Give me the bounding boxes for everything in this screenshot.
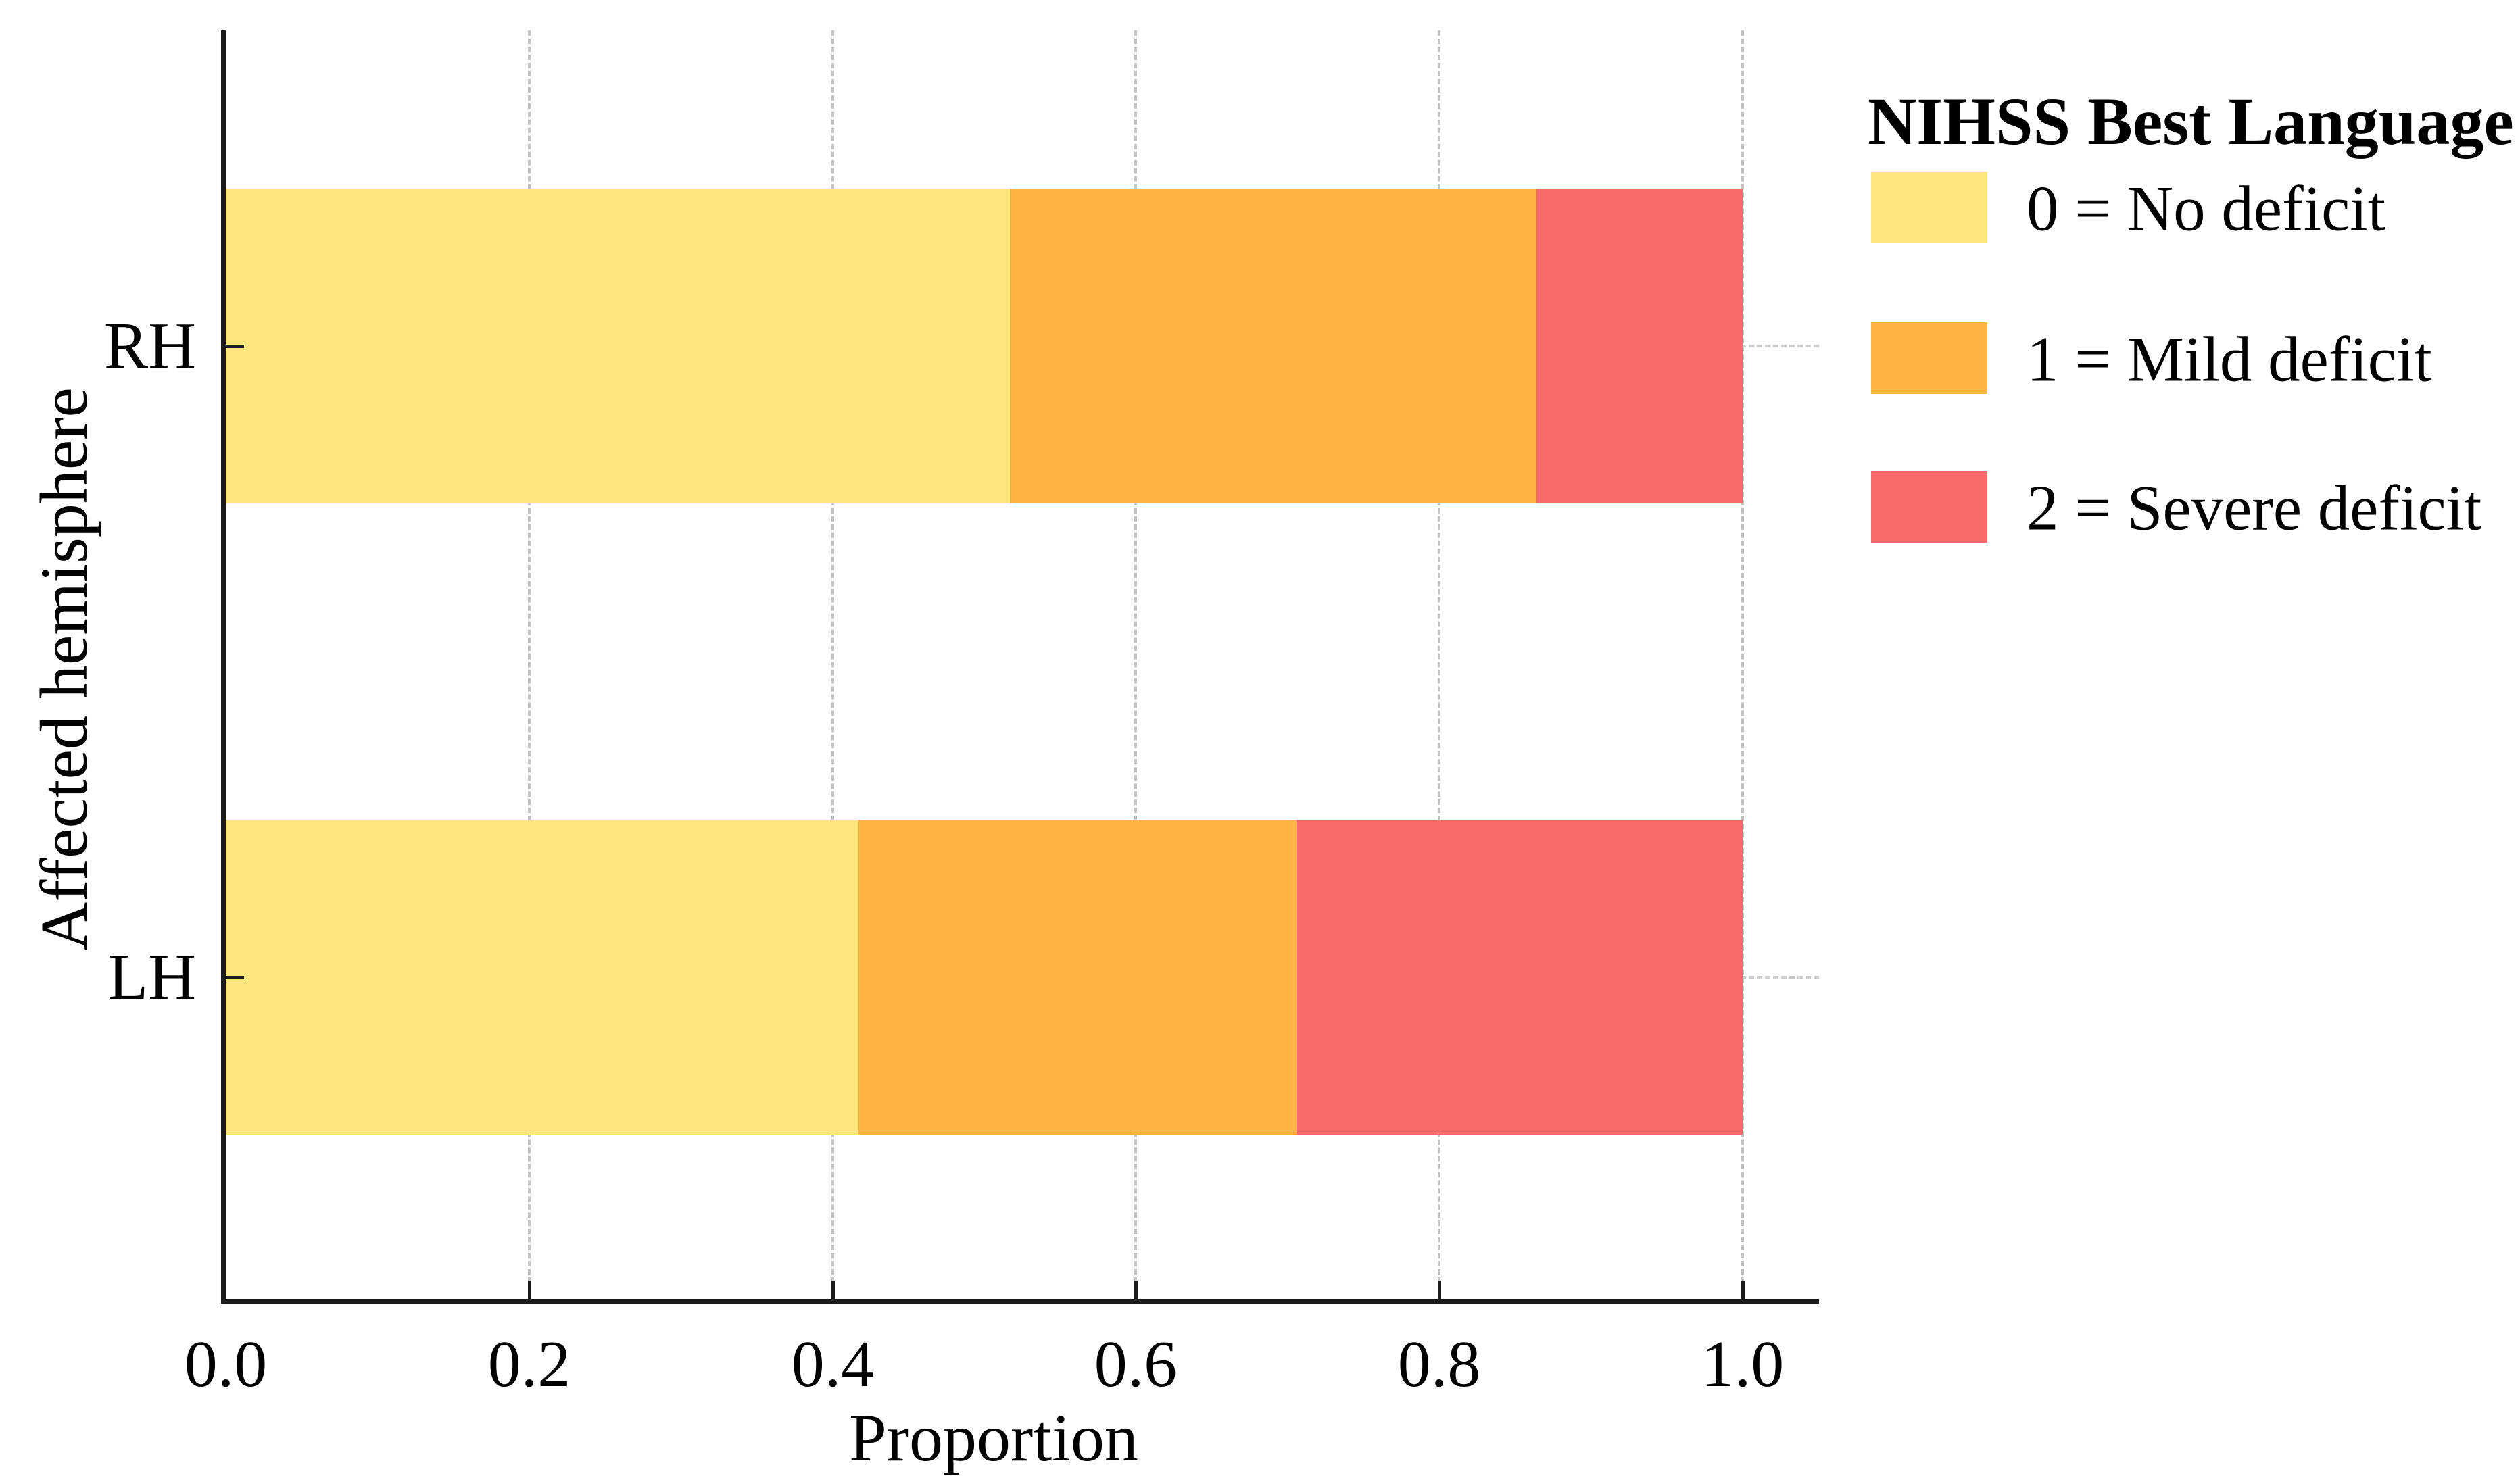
legend-entry: 1 = Mild deficit <box>1871 322 2479 397</box>
x-axis-spine <box>221 1299 1819 1304</box>
bar-segment-lh-0 <box>226 820 858 1135</box>
y-axis-title: Affected hemisphere <box>26 387 101 951</box>
x-tick-mark <box>1134 1281 1138 1299</box>
x-tick-mark <box>831 1281 835 1299</box>
x-tick-label: 0.0 <box>184 1328 268 1401</box>
x-tick-label: 1.0 <box>1701 1328 1785 1401</box>
legend: NIHSS Best Language 0 = No deficit 1 = Mi… <box>1868 88 2517 561</box>
vertical-gridline <box>1134 30 1137 1299</box>
x-axis-title: Proportion <box>849 1400 1138 1475</box>
legend-title: NIHSS Best Language <box>1868 84 2514 159</box>
x-tick-label: 0.2 <box>487 1328 571 1401</box>
y-tick-mark <box>226 345 244 348</box>
x-tick-label: 0.8 <box>1397 1328 1481 1401</box>
bar-segment-lh-2 <box>1297 820 1743 1135</box>
vertical-gridline <box>1438 30 1440 1299</box>
x-tick-mark <box>528 1281 531 1299</box>
vertical-gridline <box>528 30 531 1299</box>
bar-segment-rh-2 <box>1536 189 1743 503</box>
legend-swatch-0 <box>1871 172 1987 243</box>
legend-swatch-1 <box>1871 322 1987 394</box>
legend-entry: 2 = Severe deficit <box>1871 471 2482 545</box>
y-axis-spine <box>221 30 226 1304</box>
y-tick-label-rh: RH <box>103 310 196 382</box>
legend-swatch-2 <box>1871 471 1987 543</box>
x-tick-mark <box>1741 1281 1745 1299</box>
y-tick-mark <box>226 976 244 979</box>
x-tick-mark <box>1438 1281 1441 1299</box>
x-tick-label: 0.4 <box>791 1328 875 1401</box>
bar-segment-lh-1 <box>858 820 1297 1135</box>
y-tick-label-lh: LH <box>107 941 196 1014</box>
legend-label: 0 = No deficit <box>2027 172 2386 245</box>
legend-label: 2 = Severe deficit <box>2027 472 2482 544</box>
vertical-gridline <box>1741 30 1744 1299</box>
bar-segment-rh-1 <box>1010 189 1536 503</box>
x-tick-label: 0.6 <box>1094 1328 1178 1401</box>
vertical-gridline <box>831 30 834 1299</box>
bar-segment-rh-0 <box>226 189 1010 503</box>
legend-label: 1 = Mild deficit <box>2027 323 2432 395</box>
legend-entry: 0 = No deficit <box>1871 172 2479 246</box>
